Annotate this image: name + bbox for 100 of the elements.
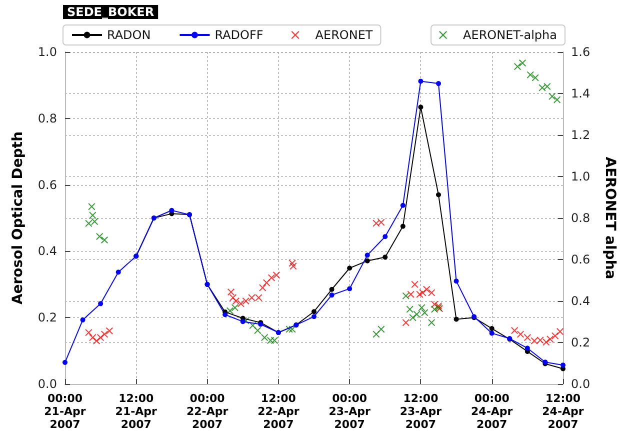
point bbox=[347, 266, 352, 271]
legend-label: RADOFF bbox=[214, 28, 264, 42]
point bbox=[101, 236, 108, 244]
point bbox=[382, 254, 388, 260]
point bbox=[407, 290, 414, 298]
point bbox=[536, 336, 544, 344]
point bbox=[556, 328, 564, 336]
point bbox=[560, 362, 566, 368]
y2-tick-label: 1.2 bbox=[571, 128, 590, 142]
point bbox=[89, 212, 96, 219]
y2-tick-label: 0.6 bbox=[571, 252, 590, 266]
point bbox=[329, 286, 334, 292]
point bbox=[532, 74, 539, 82]
point bbox=[418, 304, 426, 312]
point bbox=[489, 330, 494, 336]
point bbox=[400, 202, 406, 208]
x-tick-label: 00:00 22-Apr 2007 bbox=[186, 392, 229, 431]
point bbox=[101, 330, 108, 338]
point bbox=[526, 71, 534, 78]
point bbox=[290, 262, 297, 270]
point bbox=[524, 346, 530, 351]
point bbox=[347, 286, 352, 292]
x-tick-label: 00:00 21-Apr 2007 bbox=[44, 392, 86, 431]
point bbox=[88, 203, 96, 210]
y-tick-label: 0.4 bbox=[38, 244, 57, 258]
point bbox=[254, 326, 262, 334]
point bbox=[511, 327, 518, 334]
y-axis-title: Aerosol Optical Depth bbox=[10, 131, 26, 305]
point bbox=[378, 218, 385, 226]
point bbox=[85, 220, 92, 227]
y-tick-label: 1.0 bbox=[38, 45, 57, 59]
x-tick-label: 12:00 23-Apr 2007 bbox=[400, 392, 442, 431]
point bbox=[270, 336, 278, 344]
x-tick-label: 00:00 24-Apr 2007 bbox=[471, 392, 514, 431]
point bbox=[98, 301, 104, 306]
chart-title: SEDE_BOKER bbox=[67, 5, 154, 19]
point bbox=[232, 298, 240, 304]
point bbox=[272, 272, 280, 279]
point bbox=[248, 294, 256, 302]
point bbox=[436, 192, 441, 198]
y2-tick-label: 1.6 bbox=[571, 45, 590, 59]
point bbox=[378, 326, 385, 333]
point bbox=[554, 96, 561, 104]
point bbox=[436, 81, 441, 86]
x-tick-label: 12:00 22-Apr 2007 bbox=[258, 392, 300, 431]
point bbox=[312, 314, 316, 320]
point bbox=[413, 310, 420, 318]
point bbox=[428, 319, 436, 326]
point bbox=[428, 289, 436, 296]
x-tick-label: 12:00 21-Apr 2007 bbox=[115, 392, 158, 431]
point bbox=[418, 78, 424, 84]
legend-label: RADON bbox=[107, 28, 151, 42]
y-tick-label: 0.2 bbox=[38, 310, 57, 325]
y2-tick-label: 0.0 bbox=[571, 377, 590, 391]
point bbox=[116, 270, 121, 275]
point bbox=[400, 224, 406, 229]
point bbox=[411, 280, 418, 288]
point bbox=[255, 294, 262, 302]
point bbox=[421, 309, 428, 316]
y-tick-label: 0.6 bbox=[38, 178, 57, 192]
point bbox=[312, 309, 316, 314]
point bbox=[382, 234, 388, 240]
point bbox=[418, 104, 424, 110]
point bbox=[259, 284, 266, 292]
point bbox=[89, 334, 96, 342]
point bbox=[91, 218, 98, 226]
point bbox=[530, 337, 538, 344]
y2-tick-label: 0.2 bbox=[571, 336, 590, 350]
legend-label: AERONET-alpha bbox=[463, 28, 558, 42]
point bbox=[364, 252, 370, 258]
point bbox=[423, 286, 430, 293]
x-tick-label: 00:00 23-Apr 2007 bbox=[328, 392, 371, 431]
point bbox=[454, 278, 459, 284]
point bbox=[242, 298, 250, 304]
point bbox=[231, 304, 238, 312]
point bbox=[489, 326, 494, 332]
point bbox=[222, 312, 228, 318]
y-tick-label: 0.0 bbox=[38, 377, 57, 391]
point bbox=[402, 292, 410, 300]
point bbox=[329, 292, 334, 298]
x-tick-label: 12:00 24-Apr 2007 bbox=[542, 392, 584, 431]
point bbox=[517, 330, 524, 338]
point bbox=[402, 319, 410, 326]
point bbox=[96, 232, 104, 240]
point bbox=[542, 338, 550, 346]
point bbox=[548, 92, 556, 100]
point bbox=[544, 82, 551, 90]
point bbox=[237, 300, 244, 308]
point bbox=[228, 288, 234, 296]
y2-tick-label: 0.8 bbox=[571, 211, 590, 225]
point bbox=[62, 360, 68, 365]
point bbox=[106, 327, 113, 334]
y2-tick-label: 1.0 bbox=[571, 170, 590, 184]
point bbox=[524, 334, 531, 342]
point bbox=[406, 306, 414, 313]
y2-axis-title: AERONET alpha bbox=[602, 156, 618, 280]
point bbox=[80, 317, 86, 322]
point bbox=[514, 63, 522, 70]
y2-tick-label: 0.4 bbox=[571, 294, 590, 308]
point bbox=[518, 60, 526, 66]
